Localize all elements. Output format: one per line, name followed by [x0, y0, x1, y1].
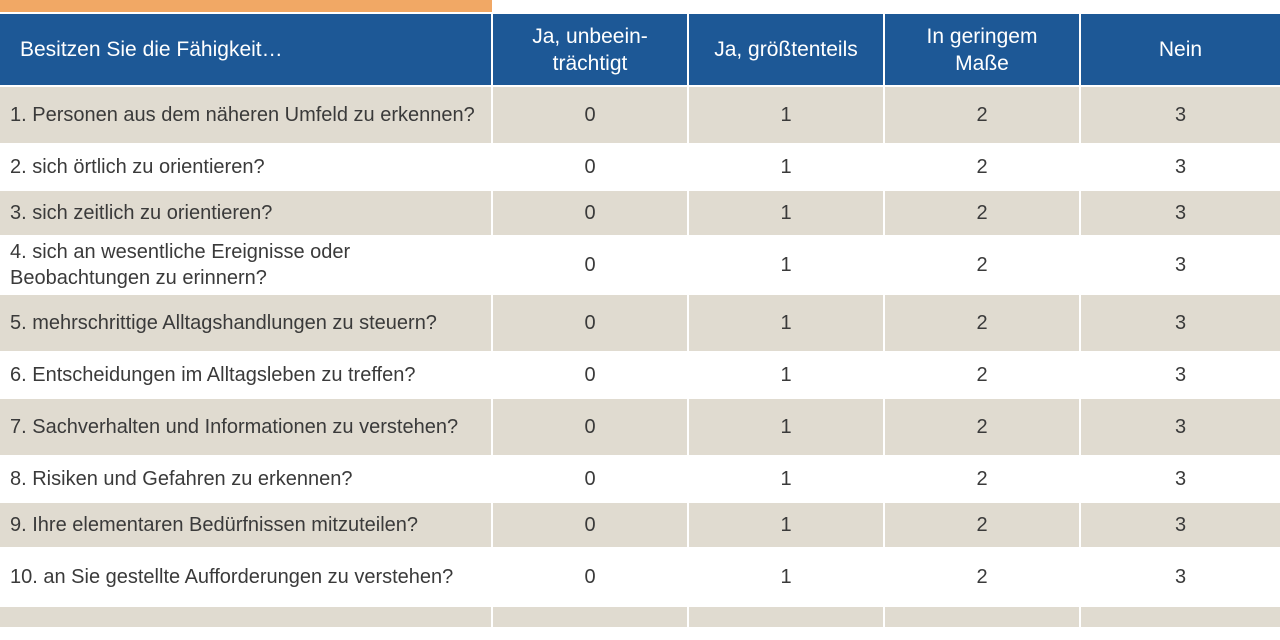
score-cell: 3	[1081, 503, 1280, 547]
score-cell: 0	[493, 237, 687, 293]
empty-cell	[0, 607, 491, 627]
header-question: Besitzen Sie die Fähigkeit…	[0, 14, 491, 85]
table-row: 5. mehrschrittige Alltagshandlungen zu s…	[0, 295, 1280, 351]
score-cell: 1	[689, 237, 883, 293]
question-cell: 9. Ihre elementaren Bedürfnissen mitzute…	[0, 503, 491, 547]
score-cell: 0	[493, 353, 687, 397]
question-cell: 8. Risiken und Gefahren zu erkennen?	[0, 457, 491, 501]
score-cell: 2	[885, 87, 1079, 143]
assessment-table: Besitzen Sie die Fähigkeit… Ja, unbeein-…	[0, 12, 1280, 629]
score-cell: 1	[689, 457, 883, 501]
score-cell: 1	[689, 87, 883, 143]
score-cell: 3	[1081, 353, 1280, 397]
score-cell: 2	[885, 145, 1079, 189]
header-option-mostly: Ja, größtenteils	[689, 14, 883, 85]
header-option-unimpaired: Ja, unbeein- trächtigt	[493, 14, 687, 85]
table-row: 2. sich örtlich zu orientieren? 0 1 2 3	[0, 145, 1280, 189]
table-row: 8. Risiken und Gefahren zu erkennen? 0 1…	[0, 457, 1280, 501]
empty-cell	[689, 607, 883, 627]
empty-cell	[1081, 607, 1280, 627]
score-cell: 3	[1081, 399, 1280, 455]
question-cell: 5. mehrschrittige Alltagshandlungen zu s…	[0, 295, 491, 351]
score-cell: 0	[493, 457, 687, 501]
orange-accent-bar	[0, 0, 492, 12]
score-cell: 0	[493, 399, 687, 455]
score-cell: 1	[689, 295, 883, 351]
empty-cell	[493, 607, 687, 627]
score-cell: 3	[1081, 191, 1280, 235]
table-row: 1. Personen aus dem näheren Umfeld zu er…	[0, 87, 1280, 143]
score-cell: 0	[493, 87, 687, 143]
score-cell: 2	[885, 457, 1079, 501]
question-cell: 10. an Sie gestellte Aufforderungen zu v…	[0, 549, 491, 605]
table-row-partial	[0, 607, 1280, 627]
table-row: 6. Entscheidungen im Alltagsleben zu tre…	[0, 353, 1280, 397]
table-row: 4. sich an wesentliche Ereignisse oder B…	[0, 237, 1280, 293]
score-cell: 2	[885, 399, 1079, 455]
table-row: 9. Ihre elementaren Bedürfnissen mitzute…	[0, 503, 1280, 547]
question-cell: 1. Personen aus dem näheren Umfeld zu er…	[0, 87, 491, 143]
empty-cell	[885, 607, 1079, 627]
score-cell: 2	[885, 503, 1079, 547]
score-cell: 1	[689, 399, 883, 455]
score-cell: 2	[885, 353, 1079, 397]
score-cell: 1	[689, 145, 883, 189]
score-cell: 1	[689, 549, 883, 605]
header-row: Besitzen Sie die Fähigkeit… Ja, unbeein-…	[0, 14, 1280, 85]
score-cell: 2	[885, 295, 1079, 351]
score-cell: 3	[1081, 457, 1280, 501]
score-cell: 2	[885, 237, 1079, 293]
score-cell: 0	[493, 191, 687, 235]
score-cell: 3	[1081, 549, 1280, 605]
table-row: 3. sich zeitlich zu orientieren? 0 1 2 3	[0, 191, 1280, 235]
question-cell: 7. Sachverhalten und Informationen zu ve…	[0, 399, 491, 455]
table-row: 7. Sachverhalten und Informationen zu ve…	[0, 399, 1280, 455]
header-option-slightly: In geringem Maße	[885, 14, 1079, 85]
score-cell: 0	[493, 549, 687, 605]
score-cell: 2	[885, 549, 1079, 605]
score-cell: 1	[689, 353, 883, 397]
score-cell: 0	[493, 503, 687, 547]
score-cell: 3	[1081, 87, 1280, 143]
score-cell: 3	[1081, 295, 1280, 351]
score-cell: 3	[1081, 145, 1280, 189]
score-cell: 0	[493, 145, 687, 189]
score-cell: 1	[689, 503, 883, 547]
score-cell: 0	[493, 295, 687, 351]
question-cell: 3. sich zeitlich zu orientieren?	[0, 191, 491, 235]
table-row: 10. an Sie gestellte Aufforderungen zu v…	[0, 549, 1280, 605]
score-cell: 2	[885, 191, 1079, 235]
question-cell: 4. sich an wesentliche Ereignisse oder B…	[0, 237, 491, 293]
question-cell: 2. sich örtlich zu orientieren?	[0, 145, 491, 189]
header-option-no: Nein	[1081, 14, 1280, 85]
score-cell: 1	[689, 191, 883, 235]
question-cell: 6. Entscheidungen im Alltagsleben zu tre…	[0, 353, 491, 397]
score-cell: 3	[1081, 237, 1280, 293]
